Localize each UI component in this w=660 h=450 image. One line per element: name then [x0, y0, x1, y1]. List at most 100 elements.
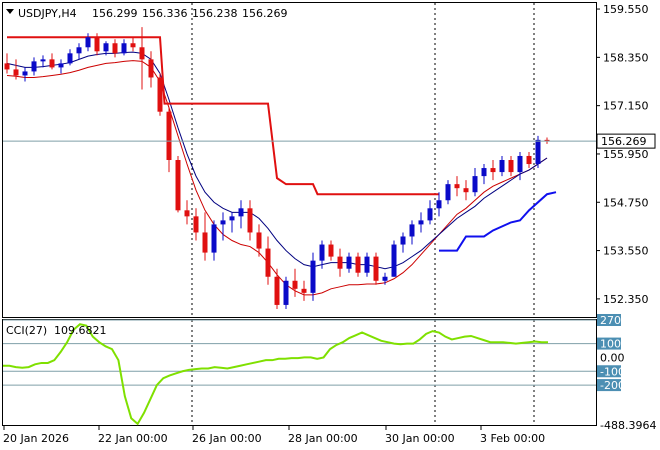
candle-body [490, 168, 496, 173]
candle-body [148, 59, 154, 78]
candle-body [337, 256, 343, 269]
candle [256, 224, 262, 257]
cci-indicator-name: CCI(27) [6, 324, 47, 337]
candle-body [454, 184, 460, 189]
candle-body [157, 77, 163, 112]
candle-body [319, 244, 325, 261]
cci-panel-frame [2, 319, 597, 426]
candle-body [364, 256, 370, 273]
candle [301, 280, 307, 301]
candle [76, 43, 82, 60]
candle [184, 200, 190, 225]
candle [202, 212, 208, 261]
candle [346, 252, 352, 273]
trailing-stop-lower [439, 191, 557, 252]
candle-body [58, 63, 64, 68]
symbol-timeframe: USDJPY,H4 [18, 7, 77, 20]
cci-tick-label: 0.00 [600, 351, 625, 364]
price-axis: 159.550 158.350 157.150 155.950 154.750 153.5… [596, 3, 649, 306]
candle-body [139, 47, 145, 60]
candle [499, 155, 505, 177]
main-panel-frame [2, 2, 597, 318]
main-grid [191, 3, 535, 317]
candle [49, 53, 55, 70]
candle-body [535, 139, 541, 165]
candle-body [31, 61, 37, 72]
price-tick-label: 159.550 [603, 3, 649, 16]
candle [175, 155, 181, 213]
time-tick-label: 30 Jan 00:00 [385, 432, 455, 445]
cci-level-tag [597, 314, 621, 326]
candle [103, 41, 109, 56]
candle-body [391, 244, 397, 277]
cci-level-tag [597, 365, 621, 378]
cci-tick-label: 270.3842 [600, 314, 653, 327]
time-axis: 20 Jan 2026 22 Jan 00:00 26 Jan 00:00 28 Ja… [3, 426, 545, 445]
ohlc-high: 156.336 [142, 7, 188, 20]
candle-body [481, 168, 487, 177]
candle [112, 39, 118, 58]
time-tick-label: 28 Jan 00:00 [288, 432, 358, 445]
candle [157, 73, 163, 116]
candle-body [526, 155, 532, 165]
candle-body [265, 248, 271, 277]
candle-body [256, 232, 262, 249]
candle-body [4, 63, 10, 70]
candle-body [499, 160, 505, 173]
candle-body [247, 208, 253, 233]
candle [31, 57, 37, 76]
candle [13, 59, 19, 80]
candles [4, 27, 550, 309]
candle [400, 232, 406, 253]
candle-body [229, 216, 235, 221]
candle-body [22, 71, 28, 76]
price-tick-label: 158.350 [603, 51, 649, 64]
candle [283, 276, 289, 309]
candle [148, 51, 154, 88]
candle-body [238, 208, 244, 217]
candle-body [94, 37, 100, 52]
candle [85, 33, 91, 52]
current-price-tag [596, 133, 656, 149]
candle-body [40, 59, 46, 62]
ohlc-close: 156.269 [242, 7, 288, 20]
trailing-stop-upper [7, 36, 439, 196]
symbol-dropdown-icon[interactable] [6, 9, 14, 14]
candle-body [130, 43, 136, 48]
candle [292, 268, 298, 297]
candle [508, 155, 514, 177]
candle-body [202, 232, 208, 253]
candle [139, 27, 145, 90]
ohlc-low: 156.238 [192, 7, 238, 20]
cci-level-tag [597, 379, 621, 392]
candle [418, 212, 424, 233]
candle-body [112, 43, 118, 54]
candle-body [508, 160, 514, 173]
candle-body [85, 37, 91, 48]
cci-line [3, 323, 549, 426]
candle-body [292, 280, 298, 289]
candle [121, 39, 127, 56]
candle [517, 151, 523, 181]
candle-body [175, 160, 181, 211]
candle [427, 200, 433, 225]
time-tick-label: 26 Jan 00:00 [192, 432, 262, 445]
candle [265, 236, 271, 285]
time-tick-label: 22 Jan 00:00 [98, 432, 168, 445]
candle [67, 49, 73, 66]
cci-indicator-value: 109.6821 [54, 324, 107, 337]
candle [454, 176, 460, 197]
cci-grid [3, 319, 596, 425]
candle [319, 240, 325, 269]
cci-level-tag [597, 337, 621, 350]
candle [490, 160, 496, 181]
candle-body [409, 224, 415, 237]
candle [166, 107, 172, 173]
candle [409, 220, 415, 245]
candle [472, 168, 478, 197]
candle [130, 37, 136, 52]
cci-tick-label: -100 [600, 365, 625, 378]
candle-body [310, 260, 316, 293]
